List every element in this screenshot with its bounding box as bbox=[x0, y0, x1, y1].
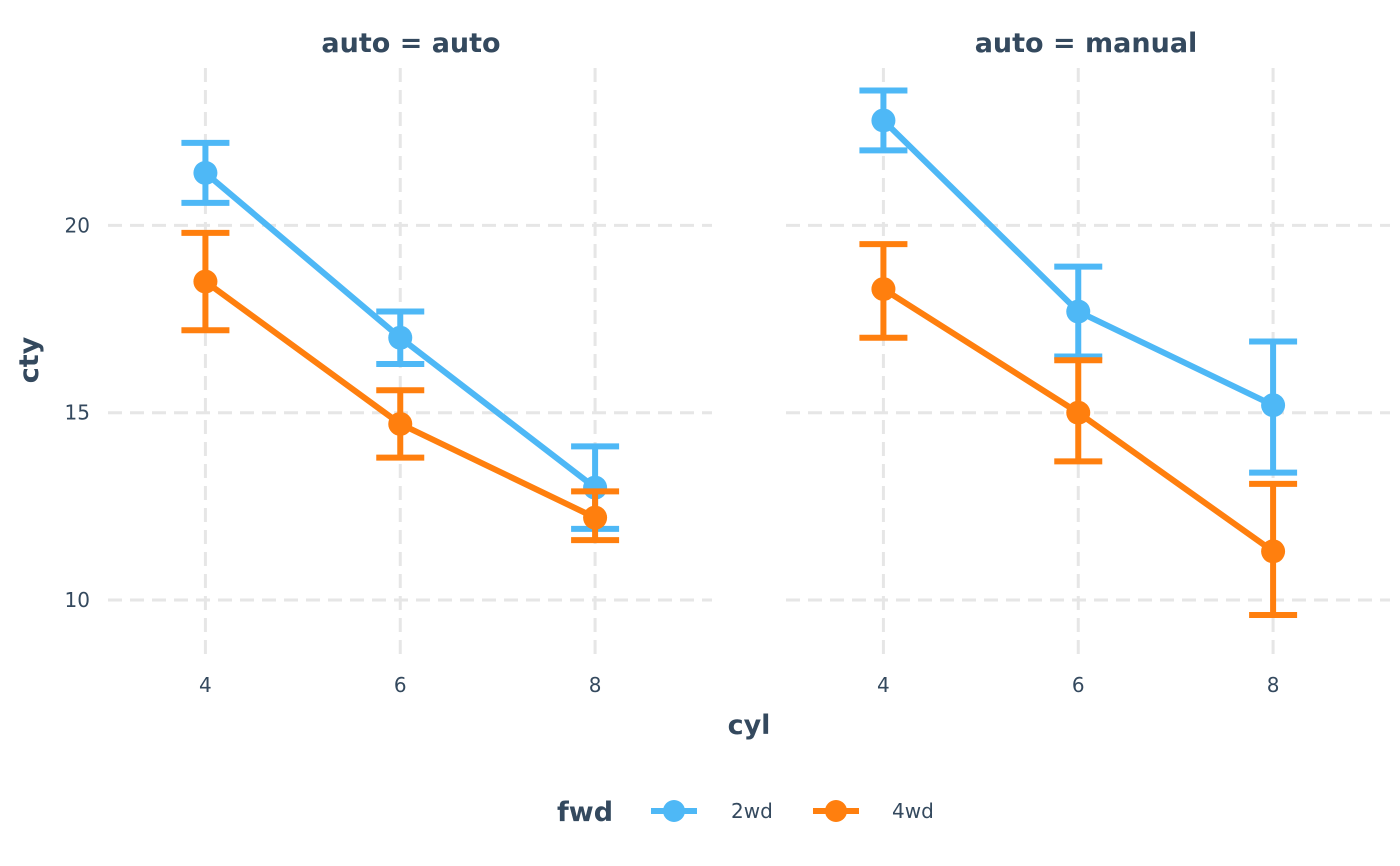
x-tick-label: 8 bbox=[1267, 673, 1280, 697]
panel-manual-marks bbox=[859, 87, 1298, 619]
x-axis-ticks-manual: 4 6 8 bbox=[877, 673, 1279, 697]
x-tick-label: 4 bbox=[199, 673, 212, 697]
series-2wd bbox=[859, 87, 1298, 476]
y-tick-label: 15 bbox=[65, 401, 90, 425]
y-tick-label: 20 bbox=[65, 213, 90, 237]
series-4wd bbox=[181, 229, 620, 544]
data-point bbox=[1261, 539, 1286, 564]
data-point bbox=[583, 505, 608, 530]
data-point bbox=[193, 160, 218, 185]
legend-dot-2wd bbox=[663, 800, 685, 822]
legend-label-4wd: 4wd bbox=[892, 799, 934, 823]
y-axis-title: cty bbox=[14, 336, 45, 383]
y-tick-label: 10 bbox=[65, 588, 90, 612]
data-point bbox=[1261, 393, 1286, 418]
legend-key-4wd bbox=[813, 800, 859, 822]
legend-dot-4wd bbox=[825, 800, 847, 822]
data-point bbox=[871, 108, 896, 133]
panel-auto-marks bbox=[181, 139, 620, 544]
data-point bbox=[388, 325, 413, 350]
x-tick-label: 6 bbox=[1072, 673, 1085, 697]
data-point bbox=[871, 277, 896, 302]
x-tick-label: 6 bbox=[394, 673, 407, 697]
y-axis-ticks: 10 15 20 bbox=[65, 213, 90, 612]
data-point bbox=[388, 411, 413, 436]
legend-key-2wd bbox=[651, 800, 697, 822]
data-point bbox=[193, 269, 218, 294]
series-4wd bbox=[859, 241, 1298, 619]
legend-label-2wd: 2wd bbox=[731, 799, 773, 823]
x-tick-label: 8 bbox=[589, 673, 602, 697]
panel-title-auto: auto = auto bbox=[321, 28, 500, 59]
panel-manual-grid bbox=[786, 68, 1390, 660]
data-point bbox=[1066, 400, 1091, 425]
x-axis-title: cyl bbox=[728, 710, 771, 741]
data-point bbox=[1066, 299, 1091, 324]
x-tick-label: 4 bbox=[877, 673, 890, 697]
x-axis-ticks-auto: 4 6 8 bbox=[199, 673, 601, 697]
legend-title: fwd bbox=[557, 797, 613, 828]
legend: fwd 2wd 4wd bbox=[557, 797, 934, 828]
panel-title-manual: auto = manual bbox=[975, 28, 1198, 59]
